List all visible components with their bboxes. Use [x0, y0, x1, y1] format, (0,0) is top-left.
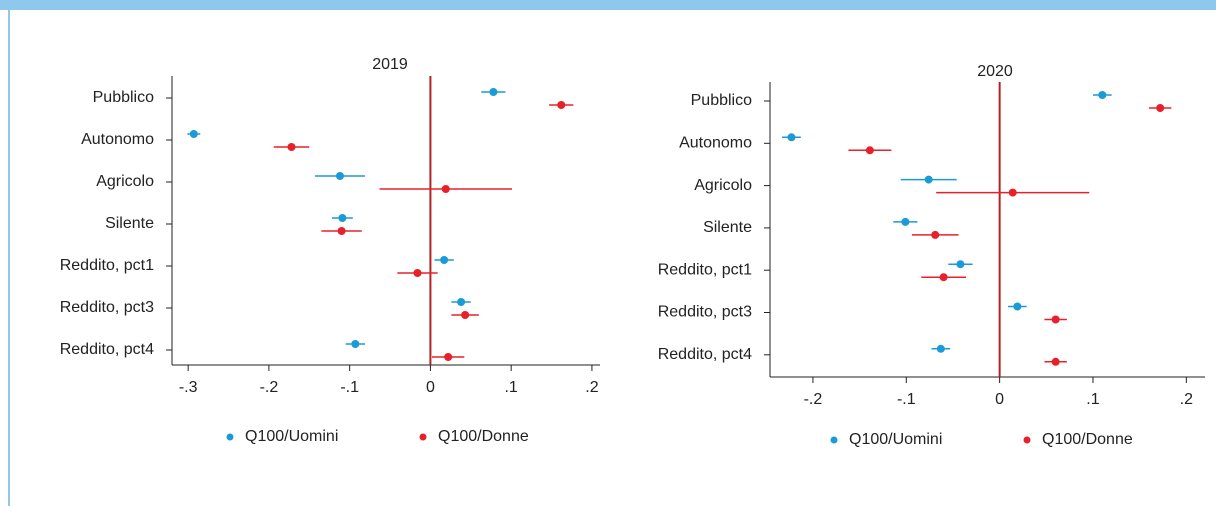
y-tick-label: Agricolo: [694, 177, 752, 194]
x-tick-label: -.1: [897, 391, 916, 408]
chart-title: 2019: [372, 56, 408, 73]
y-tick-label: Reddito, pct4: [658, 346, 752, 363]
point: [489, 88, 498, 96]
point: [440, 256, 449, 264]
x-tick-label: -.1: [340, 379, 359, 396]
legend-label: Q100/Donne: [1042, 431, 1133, 448]
legend-marker: [419, 433, 427, 441]
left-border: [8, 10, 10, 506]
point: [189, 130, 198, 138]
y-tick-label: Reddito, pct3: [60, 299, 154, 316]
point: [1008, 188, 1017, 197]
point: [1051, 315, 1060, 324]
x-tick-label: 0: [426, 379, 435, 396]
point: [557, 101, 566, 109]
legend-marker: [830, 436, 838, 444]
legend-label: Q100/Donne: [438, 428, 529, 445]
point: [939, 273, 948, 282]
x-tick-label: -.3: [179, 379, 198, 396]
legend-label: Q100/Uomini: [849, 431, 942, 448]
point: [335, 172, 344, 180]
y-tick-label: Reddito, pct4: [60, 341, 154, 358]
point: [931, 230, 940, 239]
x-tick-label: .2: [585, 379, 598, 396]
point: [936, 344, 945, 353]
y-tick-label: Reddito, pct3: [658, 304, 752, 321]
point: [865, 146, 874, 155]
x-tick-label: .1: [504, 379, 517, 396]
point: [338, 214, 347, 222]
legend-marker: [226, 433, 234, 441]
x-tick-label: .2: [1180, 391, 1193, 408]
point: [1013, 302, 1022, 311]
point: [924, 175, 933, 184]
legend-label: Q100/Uomini: [245, 428, 338, 445]
point: [1051, 357, 1060, 366]
chart-title: 2020: [977, 63, 1013, 80]
x-tick-label: -.2: [804, 391, 823, 408]
x-tick-label: -.2: [260, 379, 279, 396]
point: [413, 269, 422, 277]
y-tick-label: Reddito, pct1: [658, 261, 752, 278]
y-tick-label: Silente: [703, 219, 752, 236]
y-tick-label: Autonomo: [679, 135, 752, 152]
top-band: [0, 0, 1216, 10]
point: [956, 260, 965, 269]
point: [351, 340, 360, 348]
legend-marker: [1023, 436, 1031, 444]
point: [901, 217, 910, 226]
point: [441, 185, 450, 193]
point: [787, 133, 796, 142]
point: [461, 311, 470, 319]
point: [337, 227, 346, 235]
y-tick-label: Autonomo: [81, 131, 154, 148]
y-tick-label: Silente: [105, 215, 154, 232]
y-tick-label: Agricolo: [96, 173, 154, 190]
y-tick-label: Pubblico: [691, 92, 752, 109]
point: [444, 353, 453, 361]
point: [457, 298, 466, 306]
x-tick-label: .1: [1086, 391, 1099, 408]
y-tick-label: Reddito, pct1: [60, 257, 154, 274]
y-tick-label: Pubblico: [93, 89, 154, 106]
x-tick-label: 0: [995, 391, 1004, 408]
point: [1156, 104, 1165, 112]
point: [1098, 91, 1107, 99]
point: [287, 143, 296, 151]
